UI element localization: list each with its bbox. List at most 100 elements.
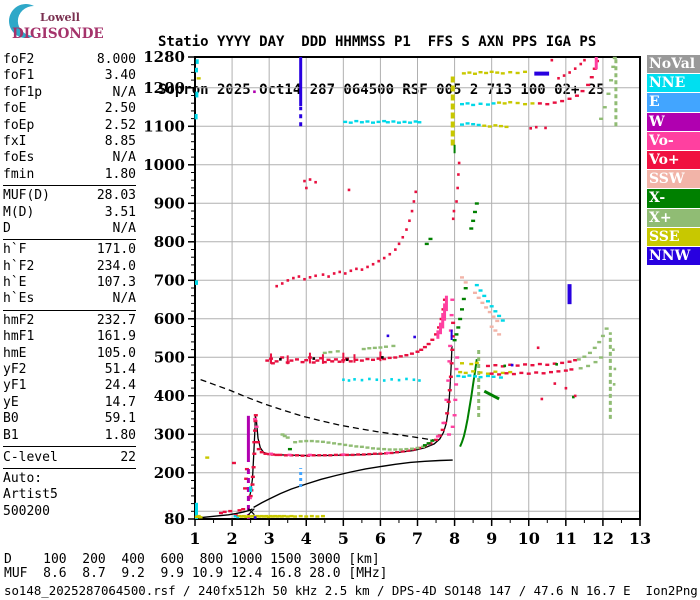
legend-item-x: X-: [647, 189, 700, 208]
series-o-trace-vo-minus: [254, 425, 259, 428]
series-o-trace-vo-minus: [448, 344, 453, 348]
series-row1110-red: [529, 127, 533, 130]
series-third-hop-o: [397, 242, 401, 246]
series-cyan-diagonal: [489, 305, 494, 308]
series-second-hop-x-rising: [471, 219, 476, 223]
series-o-trace-vo-minus: [287, 453, 292, 457]
series-row1165-cyan: [460, 102, 464, 106]
series-o-trace-f: [263, 452, 268, 455]
series-o-trace-vo-minus: [341, 453, 346, 456]
param-label: B0: [3, 411, 19, 427]
series-row1165-yellow: [502, 102, 507, 105]
series-row1165-red-arc: [552, 101, 557, 104]
series-bottom-yellow-noise: [261, 515, 266, 518]
param-value: 8.85: [104, 133, 136, 149]
series-o-trace-vo-minus: [435, 435, 440, 438]
series-row1110-cyan: [402, 120, 407, 124]
series-yellow-dashes-8-9: [485, 372, 490, 375]
series-stray-red-dots: [536, 346, 540, 350]
series-row1240-yellow: [478, 71, 483, 74]
param-value: 8.000: [96, 52, 136, 67]
series-salmon-diagonal: [476, 296, 481, 300]
series-o-trace-f: [449, 362, 454, 365]
param-label: h`E: [3, 275, 27, 291]
param-label: hmF2: [3, 312, 35, 328]
separator-line: [3, 239, 136, 241]
separator-line: [3, 309, 136, 311]
series-red-row-lower: [563, 369, 568, 372]
series-x-trace-flat: [415, 446, 420, 450]
series-bottom-yellow-noise: [298, 514, 303, 518]
series-x-trace-flat: [393, 448, 398, 451]
series-stray-blue-dots: [386, 334, 390, 338]
series-yellow-dashes-8-9: [471, 370, 476, 373]
series-o-trace-e-region: [241, 507, 246, 511]
series-second-hop-o: [274, 360, 279, 363]
series-sage-arc-right: [609, 79, 614, 82]
series-o-asymptote-high-red: [457, 161, 461, 165]
header-line-fields: Statio YYYY DAY DDD HHMMSS P1 FFS S AXN …: [158, 34, 597, 50]
logo-lowell-text: Lowell: [40, 11, 80, 24]
series-left-edge-yellow: [198, 516, 203, 519]
param-label: foE: [3, 101, 27, 117]
series-row1110-yellow: [487, 125, 492, 128]
series-fourth-hop-o: [347, 188, 351, 192]
series-third-hop-o: [286, 279, 290, 282]
series-row1165-red-arc: [574, 94, 579, 97]
series-cyan-row-440: [375, 378, 379, 382]
param-label: D: [3, 220, 11, 236]
series-stray-blue-dots: [510, 363, 514, 367]
param-value: 105.0: [96, 345, 136, 361]
series-bottom-yellow-noise: [309, 514, 314, 518]
series-row1240-yellow: [472, 72, 477, 75]
series-x-trace-flat: [398, 448, 403, 451]
series-third-hop-o: [303, 277, 306, 281]
series-second-hop-o: [426, 342, 431, 346]
series-sage-strays-12: [612, 383, 616, 386]
legend-item-nnw: NNW: [647, 246, 700, 266]
series-x-trace-dark-bits: [430, 439, 435, 442]
series-salmon-diagonal: [487, 310, 492, 314]
series-third-hop-o: [275, 284, 278, 288]
series-o-trace-vo-minus: [453, 398, 458, 402]
param-value: 232.7: [96, 312, 136, 328]
series-true-height-profile-f: [253, 459, 453, 509]
series-cyan-row-440: [412, 378, 416, 382]
series-o-trace-f: [447, 389, 452, 392]
series-third-hop-o: [394, 248, 397, 251]
station-header: Statio YYYY DAY DDD HHMMSS P1 FFS S AXN …: [158, 2, 605, 114]
series-sage-arc-right: [602, 106, 607, 109]
series-row1165-red-arc: [537, 102, 542, 105]
series-third-hop-o: [414, 190, 418, 194]
series-second-hop-x: [391, 344, 396, 348]
series-third-hop-x: [428, 237, 433, 241]
series-second-hop-x-rising: [474, 202, 479, 205]
series-cyan-row-440: [418, 379, 421, 382]
series-sage-arc-right: [611, 65, 616, 69]
series-cyan-row-440: [360, 378, 364, 382]
series-row1110-cyan: [413, 120, 418, 123]
series-x-trace-flat: [421, 445, 426, 449]
series-red-row-lower: [519, 371, 524, 375]
series-row1165-yellow: [508, 101, 513, 104]
series-row1165-yellow: [530, 102, 535, 105]
series-second-hop-o: [304, 358, 309, 362]
param-value: 171.0: [96, 242, 136, 258]
legend-item-w: W: [647, 112, 700, 131]
series-row1110-cyan: [396, 121, 401, 124]
logo-crescent-icon: [9, 3, 35, 38]
series-cyan-dashes-8-9: [467, 374, 472, 377]
series-red-row-upper: [485, 364, 490, 368]
file-info-line: so148_2025287064500.rsf / 240fx512h 50 k…: [4, 583, 700, 598]
series-cyan-row-440: [405, 377, 408, 381]
series-red-row-upper: [560, 361, 565, 365]
series-red-row-upper: [493, 364, 498, 367]
series-o-trace-vo-minus: [452, 414, 457, 417]
series-stray-red-dots: [540, 397, 544, 401]
series-second-hop-o: [398, 355, 403, 358]
param-value: 59.1: [104, 411, 136, 427]
series-third-hop-o: [360, 268, 364, 271]
series-second-hop-o: [322, 360, 327, 364]
